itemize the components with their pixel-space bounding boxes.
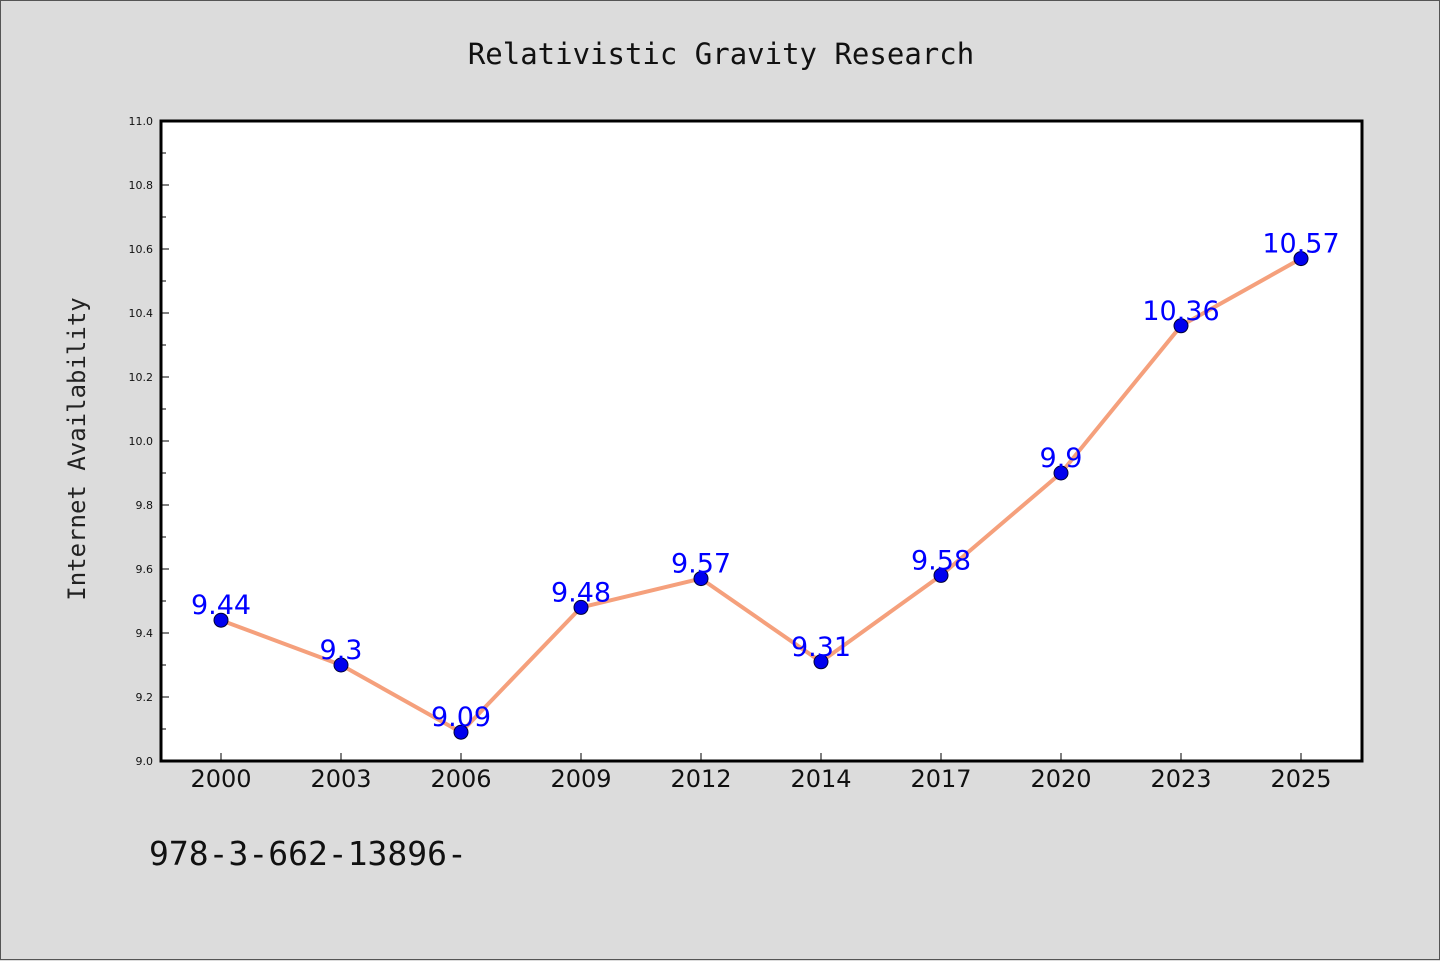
x-tick-label: 2020 bbox=[1030, 765, 1091, 793]
x-axis: 2000 2003 2006 2009 2012 2014 2017 2020 2023 2025 bbox=[190, 753, 1332, 793]
data-label: 10.57 bbox=[1262, 229, 1339, 260]
data-label: 9.58 bbox=[911, 545, 971, 576]
x-tick-label: 2023 bbox=[1150, 765, 1211, 793]
data-label: 9.57 bbox=[671, 549, 731, 580]
data-point-marker bbox=[453, 724, 469, 740]
x-tick-label: 2000 bbox=[190, 765, 251, 793]
x-tick-label: 2017 bbox=[910, 765, 971, 793]
x-tick-label: 2025 bbox=[1270, 765, 1331, 793]
y-axis-label: Internet Availability bbox=[63, 297, 91, 600]
data-point-marker bbox=[333, 657, 349, 673]
y-tick-label: 10.2 bbox=[129, 371, 154, 384]
data-point-marker bbox=[1053, 465, 1069, 481]
data-point-marker bbox=[573, 599, 589, 615]
data-point-marker bbox=[933, 567, 949, 583]
footnote-code: 978-3-662-13896- bbox=[149, 834, 467, 873]
y-tick-label: 9.4 bbox=[136, 627, 154, 640]
y-tick-label: 10.8 bbox=[129, 179, 154, 192]
x-tick-label: 2003 bbox=[310, 765, 371, 793]
y-tick-label: 11.0 bbox=[129, 115, 154, 128]
y-tick-label: 10.0 bbox=[129, 435, 154, 448]
x-tick-label: 2014 bbox=[790, 765, 851, 793]
y-axis: 9.0 9.2 9.4 9.6 9.8 10.0 10.2 10.4 10.6 10.8 11.0 bbox=[129, 115, 169, 768]
data-label: 9.9 bbox=[1040, 443, 1083, 474]
data-label: 10.36 bbox=[1142, 296, 1219, 327]
data-point-marker bbox=[693, 571, 709, 587]
y-tick-label: 9.0 bbox=[136, 755, 154, 768]
data-point-marker bbox=[213, 612, 229, 628]
x-tick-label: 2006 bbox=[430, 765, 491, 793]
data-label: 9.31 bbox=[791, 632, 851, 663]
series-line bbox=[220, 256, 1302, 735]
y-tick-label: 10.6 bbox=[129, 243, 154, 256]
y-tick-label: 10.4 bbox=[129, 307, 154, 320]
data-label: 9.09 bbox=[431, 702, 491, 733]
plot-area bbox=[159, 119, 1364, 763]
y-tick-label: 9.6 bbox=[136, 563, 154, 576]
data-point-marker bbox=[1173, 318, 1189, 334]
y-tick-label: 9.8 bbox=[136, 499, 154, 512]
data-label: 9.44 bbox=[191, 590, 251, 621]
chart-title: Relativistic Gravity Research bbox=[468, 37, 974, 71]
data-label: 9.3 bbox=[320, 635, 363, 666]
data-labels: 9.44 9.3 9.09 9.48 9.57 9.31 9.58 9.9 10.36 10.57 bbox=[191, 229, 1340, 734]
series bbox=[213, 251, 1309, 740]
x-tick-label: 2012 bbox=[670, 765, 731, 793]
data-point-marker bbox=[1293, 251, 1309, 267]
data-label: 9.48 bbox=[551, 577, 611, 608]
data-point-marker bbox=[813, 654, 829, 670]
x-tick-label: 2009 bbox=[550, 765, 611, 793]
y-tick-label: 9.2 bbox=[136, 691, 154, 704]
